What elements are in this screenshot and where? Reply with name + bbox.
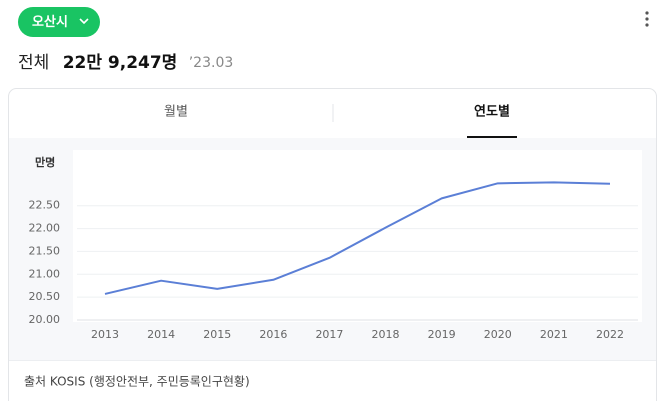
y-tick-label: 22.00 (29, 222, 61, 235)
y-tick-label: 21.00 (29, 267, 61, 280)
x-tick-label: 2013 (91, 328, 119, 341)
date: ’23.03 (189, 55, 234, 71)
x-tick-label: 2018 (372, 328, 400, 341)
y-unit: 만명 (35, 155, 55, 169)
y-tick-label: 20.50 (29, 290, 61, 303)
total-line: 전체 22만 9,247명 ’23.03 (18, 53, 233, 73)
x-tick-label: 2020 (484, 328, 512, 341)
tab[interactable]: 연도별 (474, 104, 510, 120)
total-label: 전체 (18, 53, 49, 73)
x-tick-label: 2017 (315, 328, 343, 341)
source: 출처 KOSIS (행정안전부, 주민등록인구현황) (24, 374, 250, 389)
x-tick-label: 2016 (259, 328, 287, 341)
total-value: 22만 9,247명 (63, 53, 178, 73)
x-tick-label: 2021 (540, 328, 568, 341)
line-series (104, 181, 611, 295)
chevron-icon (79, 18, 89, 25)
x-tick-label: 2015 (203, 328, 231, 341)
x-tick-label: 2019 (428, 328, 456, 341)
tab-underline (467, 136, 517, 138)
y-tick-label: 22.50 (29, 199, 61, 212)
plot-area (73, 150, 642, 322)
x-tick-label: 2022 (596, 328, 624, 341)
y-tick-label: 20.00 (29, 313, 61, 326)
more-menu[interactable] (645, 11, 649, 27)
y-tick-label: 21.50 (29, 244, 61, 257)
x-tick-label: 2014 (147, 328, 175, 341)
tab[interactable]: 월별 (164, 105, 188, 120)
region-button[interactable] (18, 7, 100, 37)
region-button-label[interactable]: 오산시 (32, 14, 68, 30)
